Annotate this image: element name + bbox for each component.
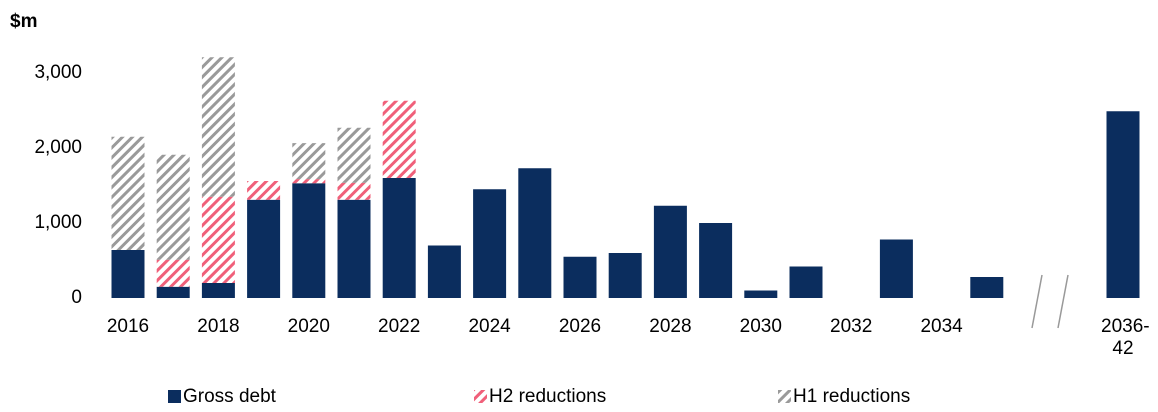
legend-label: H1 reductions bbox=[793, 386, 910, 407]
bar-segment bbox=[337, 127, 371, 183]
bar-segment bbox=[201, 57, 235, 197]
bar-segment bbox=[292, 143, 326, 180]
x-tick-label: 2022 bbox=[378, 316, 421, 337]
x-tick-label: 2036-42 bbox=[1101, 316, 1150, 359]
x-tick-label-box: 2024 bbox=[468, 316, 511, 337]
x-tick-label-box: 2022 bbox=[378, 316, 421, 337]
x-tick-label-box: 2032 bbox=[830, 316, 873, 337]
y-tick-label: 0 bbox=[71, 287, 82, 308]
bar-segment bbox=[201, 196, 235, 283]
bar-segment bbox=[744, 290, 778, 298]
bar-segment bbox=[970, 277, 1004, 298]
x-tick-label-box: 2018 bbox=[197, 316, 240, 337]
bar-segment bbox=[201, 283, 235, 298]
bar-segment bbox=[247, 181, 281, 200]
x-tick-label: 2026 bbox=[558, 316, 602, 337]
bar-segment bbox=[111, 250, 145, 298]
bar-segment bbox=[382, 100, 416, 178]
axis-break bbox=[1057, 274, 1069, 329]
y-axis-label: $m bbox=[10, 11, 37, 32]
bar-segment bbox=[382, 178, 416, 298]
x-tick-label-box: 2026 bbox=[558, 316, 602, 337]
x-tick-label: 2016 bbox=[106, 316, 150, 337]
y-tick-label: 2,000 bbox=[34, 137, 82, 158]
legend-label: H2 reductions bbox=[489, 386, 606, 407]
bar-segment bbox=[518, 168, 552, 298]
bar-segment bbox=[473, 189, 507, 298]
x-tick-label: 2028 bbox=[649, 316, 692, 337]
bar-segment bbox=[563, 256, 597, 298]
y-tick-label: 3,000 bbox=[34, 62, 82, 83]
x-tick-label: 2032 bbox=[830, 316, 873, 337]
bar-segment bbox=[699, 223, 733, 298]
legend-swatch bbox=[778, 390, 791, 403]
bar-segment bbox=[789, 266, 823, 298]
x-tick-label: 2030 bbox=[739, 316, 782, 337]
bar-segment bbox=[608, 253, 642, 298]
x-tick-label: 2024 bbox=[468, 316, 511, 337]
bar-segment bbox=[879, 239, 913, 298]
axis-break bbox=[1031, 274, 1043, 329]
x-tick-label-box: 2034 bbox=[920, 316, 963, 337]
bar-segment bbox=[292, 183, 326, 298]
x-tick-label-box: 2020 bbox=[287, 316, 330, 337]
y-tick-label: 1,000 bbox=[34, 212, 82, 233]
bar-segment bbox=[156, 154, 190, 260]
bar-segment bbox=[156, 286, 190, 298]
legend-swatch bbox=[168, 390, 181, 403]
x-tick-label-box: 2016 bbox=[106, 316, 150, 337]
x-tick-label: 2034 bbox=[920, 316, 963, 337]
x-tick-label: 2018 bbox=[197, 316, 240, 337]
bar-segment bbox=[653, 205, 687, 298]
bar-segment bbox=[337, 182, 371, 200]
bar-segment bbox=[1106, 111, 1140, 298]
bar-segment bbox=[427, 245, 461, 298]
legend-swatch bbox=[474, 390, 487, 403]
legend-label: Gross debt bbox=[183, 386, 277, 407]
bar-segment bbox=[111, 136, 145, 250]
bar-segment bbox=[156, 259, 190, 287]
x-tick-label: 2020 bbox=[287, 316, 330, 337]
bar-segment bbox=[247, 199, 281, 298]
bar-segment bbox=[337, 199, 371, 298]
x-tick-label-box: 2036-42 bbox=[1101, 316, 1150, 359]
x-tick-label-box: 2030 bbox=[739, 316, 782, 337]
bar-segment bbox=[292, 179, 326, 184]
x-tick-label-box: 2028 bbox=[649, 316, 692, 337]
